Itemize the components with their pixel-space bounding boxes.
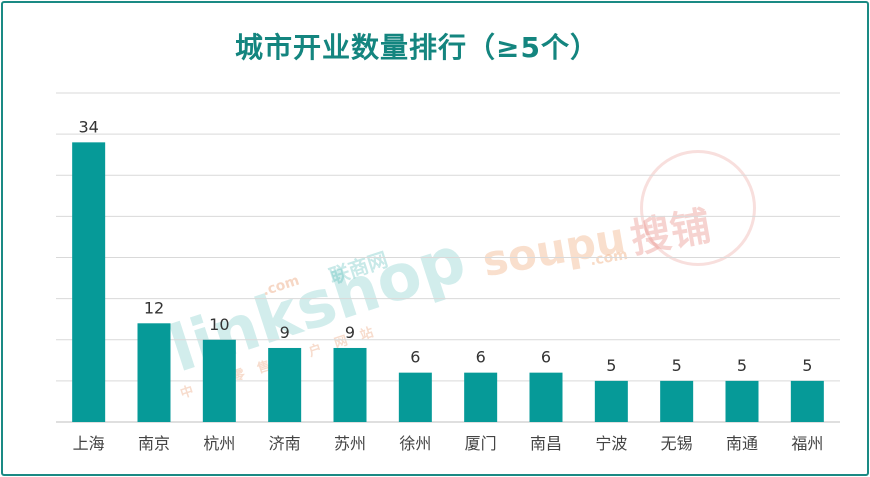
data-label-宁波: 5 <box>606 356 616 375</box>
x-tick-label-南昌: 南昌 <box>530 434 562 453</box>
x-tick-label-上海: 上海 <box>73 434 105 453</box>
data-label-济南: 9 <box>280 323 290 342</box>
x-tick-label-杭州: 杭州 <box>203 434 235 453</box>
x-tick-label-宁波: 宁波 <box>595 434 627 453</box>
bar-福州 <box>790 380 824 422</box>
data-label-杭州: 10 <box>209 315 229 334</box>
x-tick-label-南京: 南京 <box>138 434 170 453</box>
x-tick-label-南通: 南通 <box>726 434 758 453</box>
data-label-苏州: 9 <box>345 323 355 342</box>
x-tick-label-无锡: 无锡 <box>661 434 693 453</box>
data-label-福州: 5 <box>802 356 812 375</box>
bar-南昌 <box>529 372 563 422</box>
x-tick-label-厦门: 厦门 <box>465 434 497 453</box>
bar-上海 <box>72 142 106 422</box>
bar-苏州 <box>333 347 367 422</box>
bar-厦门 <box>464 372 498 422</box>
x-tick-label-济南: 济南 <box>269 434 301 453</box>
data-label-上海: 34 <box>78 117 98 136</box>
data-label-无锡: 5 <box>672 356 682 375</box>
data-label-南通: 5 <box>737 356 747 375</box>
x-tick-label-徐州: 徐州 <box>399 434 431 453</box>
data-label-南昌: 6 <box>541 348 551 367</box>
bar-宁波 <box>594 380 628 422</box>
bar-南通 <box>725 380 759 422</box>
x-tick-label-福州: 福州 <box>791 434 823 453</box>
bar-无锡 <box>660 380 694 422</box>
chart-title: 城市开业数量排行（≥5个） <box>235 31 599 64</box>
data-label-南京: 12 <box>144 298 164 317</box>
data-label-徐州: 6 <box>410 348 420 367</box>
bar-南京 <box>137 323 171 422</box>
x-tick-label-苏州: 苏州 <box>334 434 366 453</box>
bar-济南 <box>268 347 302 422</box>
data-label-厦门: 6 <box>476 348 486 367</box>
bar-杭州 <box>202 339 236 422</box>
bar-徐州 <box>398 372 432 422</box>
